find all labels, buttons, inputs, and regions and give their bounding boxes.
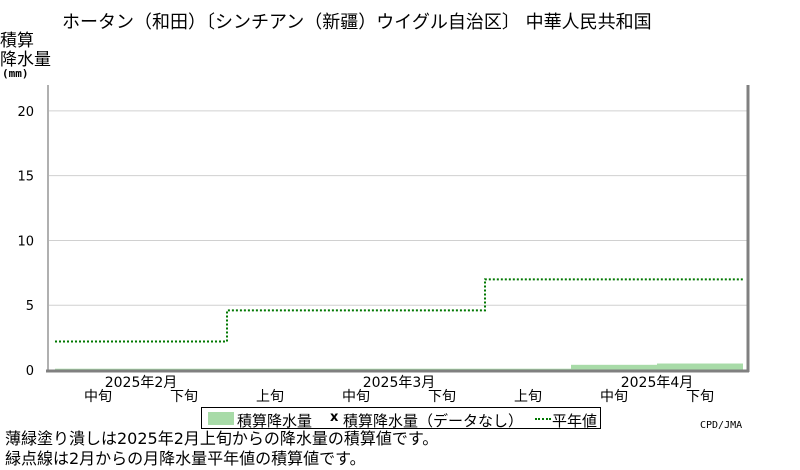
observed-bar-5	[485, 368, 571, 370]
y-tick-label: 0	[26, 364, 34, 379]
normal-line	[55, 278, 743, 343]
note-observed: 薄緑塗り潰しは2025年2月上旬からの降水量の積算値です。	[5, 429, 439, 448]
observed-bar-1	[141, 368, 227, 370]
y-tick-label: 10	[17, 234, 34, 249]
legend-swatch-observed	[208, 412, 234, 425]
note-normal: 緑点線は2月からの月降水量平年値の積算値です。	[5, 449, 366, 468]
legend-marker-missing: x	[330, 410, 339, 425]
credit-text: CPD/JMA	[700, 420, 743, 431]
dekad-label-2: 上旬	[256, 389, 284, 405]
legend-label-observed: 積算降水量	[237, 412, 313, 430]
y-tick-label: 15	[17, 170, 34, 185]
observed-bar-3	[313, 368, 399, 370]
dekad-label-1: 下旬	[170, 389, 198, 405]
legend-line-normal	[535, 418, 551, 420]
y-axis-unit: (mm)	[2, 67, 29, 80]
dekad-label-7: 下旬	[686, 389, 714, 405]
y-tick-label: 20	[17, 105, 34, 120]
month-label-1: 2025年3月	[363, 375, 436, 391]
dekad-label-4: 下旬	[428, 389, 456, 405]
chart-title: ホータン（和田）〔シンチアン（新疆）ウイグル自治区〕 中華人民共和国	[62, 12, 652, 33]
y-axis-label-line2: 降水量	[0, 50, 51, 70]
month-label-0: 2025年2月	[105, 375, 178, 391]
y-axis-label-line1: 積算	[0, 31, 34, 51]
month-label-2: 2025年4月	[621, 375, 694, 391]
legend-label-normal: 平年値	[552, 412, 598, 430]
legend: 積算降水量 x 積算降水量（データなし） 平年値	[201, 407, 601, 430]
dekad-label-3: 中旬	[342, 389, 370, 405]
legend-label-missing: 積算降水量（データなし）	[343, 412, 524, 430]
observed-bar-2	[227, 368, 313, 370]
observed-bar-7	[657, 363, 743, 370]
observed-bar-0	[55, 368, 141, 370]
y-tick-label: 5	[26, 299, 34, 314]
observed-bar-6	[571, 364, 657, 370]
dekad-label-0: 中旬	[84, 389, 112, 405]
dekad-label-6: 中旬	[600, 389, 628, 405]
observed-bar-4	[399, 368, 485, 370]
dekad-label-5: 上旬	[514, 389, 542, 405]
